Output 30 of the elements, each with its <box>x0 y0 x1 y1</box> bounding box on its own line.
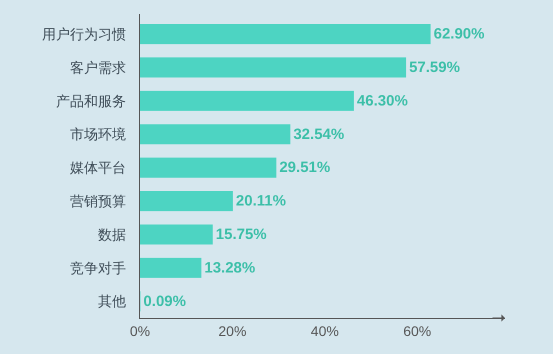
data-label: 46.30% <box>356 92 408 110</box>
data-label: 57.59% <box>409 58 460 76</box>
data-label: 29.51% <box>279 159 330 176</box>
data-label: 32.54% <box>293 126 344 143</box>
x-tick-label: 0% <box>130 322 150 339</box>
x-tick-label: 40% <box>310 322 339 339</box>
x-tick-label: 60% <box>403 322 432 339</box>
bar <box>140 224 213 245</box>
bar <box>140 124 290 144</box>
data-label: 15.75% <box>216 226 267 243</box>
data-label: 0.09% <box>143 292 186 310</box>
bar <box>140 258 202 278</box>
y-tick-label: 市场环境 <box>70 126 126 142</box>
bar <box>140 90 354 111</box>
bar <box>140 57 406 78</box>
bar <box>140 191 233 212</box>
y-tick-label: 媒体平台 <box>70 160 126 176</box>
y-tick-label: 竞争对手 <box>70 260 126 276</box>
y-tick-label: 其他 <box>98 293 126 310</box>
data-label: 62.90% <box>434 26 484 43</box>
y-tick-label: 用户行为习惯 <box>42 26 126 42</box>
y-tick-label: 客户需求 <box>70 59 126 76</box>
data-label: 20.11% <box>236 192 286 210</box>
bar <box>140 24 431 44</box>
y-tick-label: 产品和服务 <box>56 92 126 109</box>
x-tick-label: 20% <box>218 322 246 339</box>
y-tick-label: 数据 <box>98 226 126 242</box>
bar <box>140 158 276 178</box>
y-tick-label: 营销预算 <box>70 192 126 209</box>
data-label: 13.28% <box>204 259 256 276</box>
